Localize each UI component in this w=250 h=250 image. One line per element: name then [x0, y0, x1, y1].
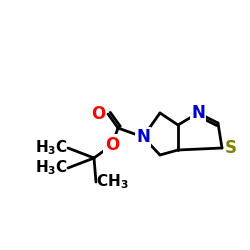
Text: $\mathregular{H_3C}$: $\mathregular{H_3C}$	[35, 159, 68, 177]
Text: $\mathregular{H_3C}$: $\mathregular{H_3C}$	[35, 139, 68, 157]
Text: O: O	[105, 136, 119, 154]
Text: O: O	[91, 105, 105, 123]
Text: N: N	[136, 128, 150, 146]
Text: O: O	[105, 136, 119, 154]
Text: $\mathregular{CH_3}$: $\mathregular{CH_3}$	[96, 173, 128, 191]
Text: N: N	[191, 104, 205, 122]
Text: S: S	[225, 139, 237, 157]
